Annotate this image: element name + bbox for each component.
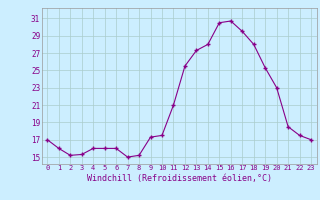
X-axis label: Windchill (Refroidissement éolien,°C): Windchill (Refroidissement éolien,°C) [87,174,272,183]
